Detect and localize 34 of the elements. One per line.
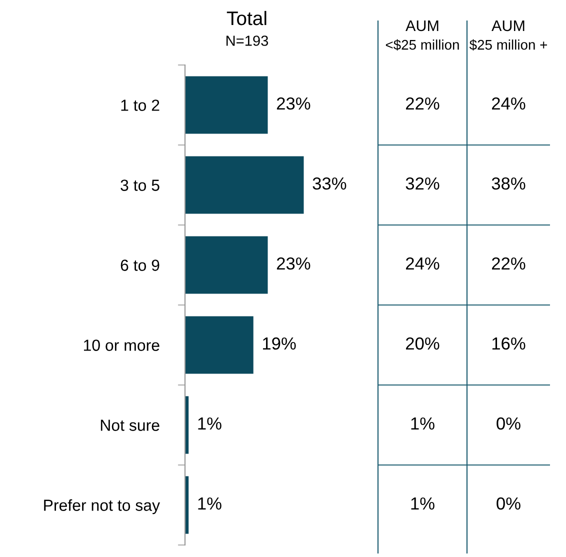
- bar: [185, 156, 304, 214]
- y-tick-label: 10 or more: [84, 340, 160, 351]
- text: 16%: [492, 337, 526, 350]
- chart-title: Total: [226, 10, 266, 26]
- text: AUM: [406, 20, 438, 32]
- data-label: 1%: [198, 417, 222, 430]
- chart-subtitle: N=193: [226, 36, 268, 46]
- y-tick-label: 3 to 5: [120, 180, 160, 191]
- text: 22%: [406, 97, 440, 110]
- text: 1%: [411, 417, 434, 430]
- data-label: 19%: [263, 337, 296, 350]
- text: 24%: [492, 97, 526, 110]
- data-label: 23%: [276, 97, 310, 110]
- data-label: 33%: [312, 177, 346, 190]
- text: 22%: [492, 257, 526, 270]
- text: 1%: [411, 497, 434, 510]
- y-tick-label: Not sure: [100, 420, 160, 431]
- y-tick-label: 6 to 9: [120, 260, 160, 271]
- y-tick-label: Prefer not to say: [44, 499, 160, 514]
- text: 0%: [496, 417, 520, 430]
- text: $25 million +: [469, 39, 547, 51]
- data-label: 1%: [198, 497, 222, 510]
- y-tick-label: 1 to 2: [121, 100, 160, 111]
- text: <$25 million: [386, 39, 459, 51]
- text: 24%: [406, 257, 440, 270]
- text: 20%: [406, 337, 440, 350]
- data-label: 23%: [276, 257, 310, 270]
- bar: [185, 76, 268, 134]
- bar: [185, 236, 268, 294]
- text: 0%: [496, 497, 520, 510]
- bar: [185, 316, 254, 374]
- text: 32%: [406, 177, 440, 190]
- text: AUM: [492, 20, 524, 32]
- text: 38%: [492, 177, 526, 190]
